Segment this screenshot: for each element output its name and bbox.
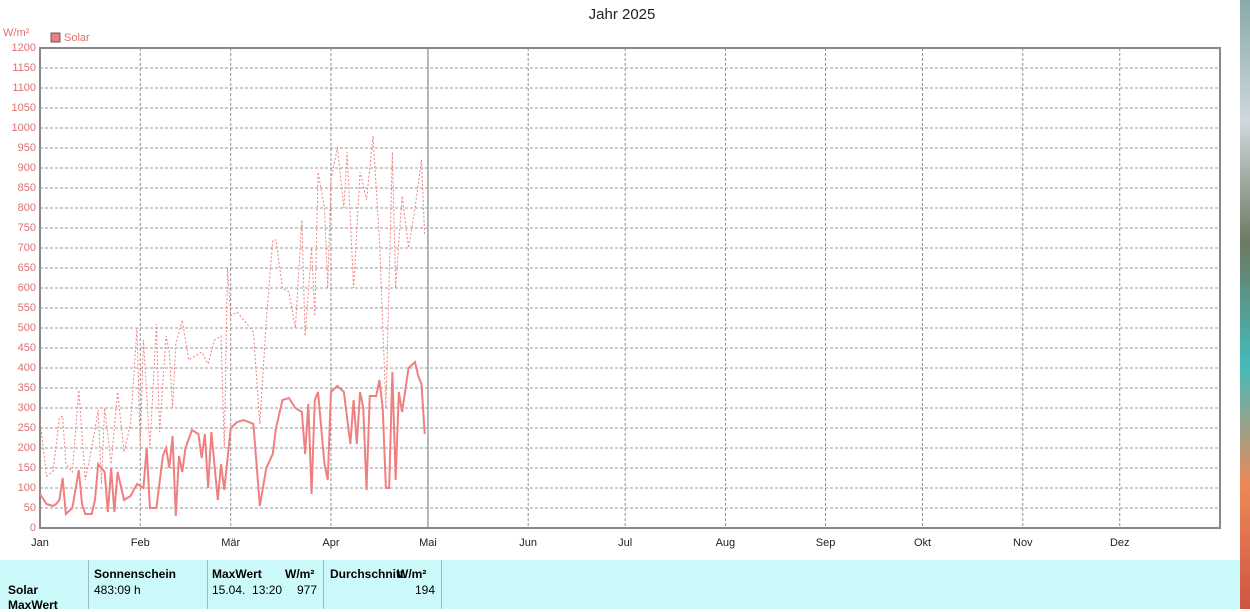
data-line <box>39 135 426 485</box>
y-tick-label: 1000 <box>12 122 36 134</box>
y-tick-label: 100 <box>18 482 36 494</box>
column-separator <box>88 560 89 609</box>
y-tick-label: 700 <box>18 242 36 254</box>
x-tick-label: Nov <box>1013 537 1033 549</box>
cell: 194 <box>414 583 435 597</box>
plot-frame <box>39 47 1221 529</box>
row-label: MaxWert <box>8 598 58 612</box>
x-tick-label: Mär <box>221 537 240 549</box>
chart: Jahr 2025 W/m² 0 50 100 150 200 250 300 350 400 4… <box>3 6 1221 549</box>
x-tick-label: Jun <box>519 537 537 549</box>
column-separator <box>441 560 442 609</box>
x-tick-label: Apr <box>322 537 339 549</box>
x-tick-label: Dez <box>1110 537 1130 549</box>
x-tick-label: Okt <box>914 537 931 549</box>
y-tick-label: 750 <box>18 222 36 234</box>
column-separator <box>323 560 324 609</box>
x-tick-label: Jan <box>31 537 49 549</box>
legend-swatch <box>50 32 61 43</box>
background-photo-strip <box>1240 0 1250 609</box>
column-header: MaxWert <box>212 567 262 581</box>
data-line <box>39 360 426 517</box>
y-tick-label: 250 <box>18 422 36 434</box>
legend-label: Solar <box>64 32 90 44</box>
y-tick-label: 350 <box>18 382 36 394</box>
cell: 483:09 h <box>94 583 141 597</box>
column-unit: W/m² <box>285 567 315 581</box>
x-tick-label: Sep <box>816 537 836 549</box>
column-separator <box>207 560 208 609</box>
cell: 15.04. 13:20 <box>212 583 283 597</box>
x-tick-label: Aug <box>716 537 736 549</box>
y-axis-label: W/m² <box>3 27 30 39</box>
y-tick-label: 1100 <box>12 82 36 94</box>
column-header: Sonnenschein <box>94 567 177 581</box>
y-tick-label: 800 <box>18 202 36 214</box>
y-tick-label: 1150 <box>12 62 36 74</box>
summary-table: Solar MaxWert Sonnenschein 483:09 h MaxW… <box>0 560 1240 612</box>
y-tick-label: 600 <box>18 282 36 294</box>
y-tick-label: 400 <box>18 362 36 374</box>
x-tick-label: Mai <box>419 537 437 549</box>
y-tick-label: 0 <box>30 522 36 534</box>
x-tick-label: Jul <box>618 537 632 549</box>
y-tick-label: 450 <box>18 342 36 354</box>
y-tick-label: 500 <box>18 322 36 334</box>
column-unit: W/m² <box>397 567 427 581</box>
chart-title: Jahr 2025 <box>589 6 656 23</box>
y-tick-label: 150 <box>18 462 36 474</box>
cell: 977 <box>296 583 317 597</box>
column-header: Durchschnitt <box>330 567 405 581</box>
y-tick-label: 1050 <box>12 102 36 114</box>
y-tick-label: 300 <box>18 402 36 414</box>
y-tick-label: 50 <box>24 502 36 514</box>
y-tick-label: 950 <box>18 142 36 154</box>
row-label: Solar <box>8 583 39 597</box>
y-tick-label: 550 <box>18 302 36 314</box>
y-tick-label: 1200 <box>12 42 36 54</box>
x-tick-label: Feb <box>131 537 150 549</box>
y-tick-label: 200 <box>18 442 36 454</box>
y-tick-label: 900 <box>18 162 36 174</box>
y-tick-label: 650 <box>18 262 36 274</box>
y-tick-label: 850 <box>18 182 36 194</box>
